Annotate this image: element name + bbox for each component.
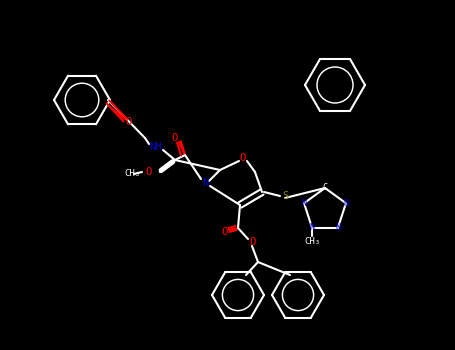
Text: O: O [172, 133, 178, 143]
Text: N: N [302, 199, 307, 208]
Text: CH₃: CH₃ [124, 169, 140, 178]
Text: N: N [309, 223, 314, 232]
Text: N: N [202, 178, 208, 188]
Text: O: O [125, 117, 131, 127]
Text: N: N [344, 199, 349, 208]
Text: NH: NH [149, 142, 161, 152]
Text: C: C [323, 183, 328, 192]
Text: CH₃: CH₃ [304, 237, 320, 246]
Text: N: N [335, 223, 340, 232]
Text: S: S [282, 191, 288, 201]
Text: O: O [145, 167, 151, 177]
Text: O: O [240, 153, 246, 163]
Text: O: O [221, 227, 227, 237]
Text: O: O [249, 237, 255, 247]
